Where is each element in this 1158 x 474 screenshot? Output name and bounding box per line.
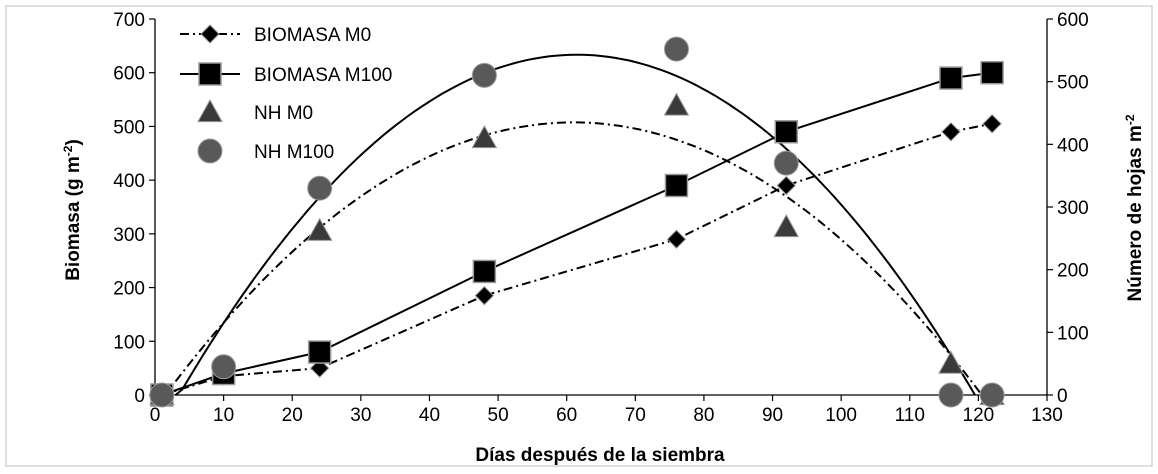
data-point <box>773 150 799 176</box>
legend-marker <box>198 62 222 86</box>
data-point <box>306 217 333 241</box>
y-tick-label: 400 <box>113 171 145 192</box>
legend-marker <box>197 138 223 164</box>
y2-tick-label: 500 <box>1057 73 1089 94</box>
legend: BIOMASA M0 BIOMASA M100 NH M0 NH M100 <box>180 24 392 164</box>
data-point <box>938 350 964 374</box>
data-point <box>666 229 687 249</box>
x-tick-label: 70 <box>625 405 646 426</box>
x-tick-label: 30 <box>350 405 371 426</box>
y2-axis-title-sup: -2 <box>1123 114 1137 125</box>
axes <box>149 18 1053 401</box>
y2-tick-label: 0 <box>1057 386 1068 407</box>
data-point <box>472 259 497 284</box>
series-line <box>161 71 993 396</box>
y-tick-label: 100 <box>113 332 145 353</box>
y-tick-label: 300 <box>113 225 145 246</box>
y-axis-title-main: Biomasa (g m <box>63 156 84 281</box>
y-tick-label: 200 <box>113 279 145 300</box>
legend-label: BIOMASA M100 <box>254 65 392 86</box>
y-axis-title-sup: -2 <box>61 145 75 156</box>
x-tick-label: 10 <box>213 405 234 426</box>
y2-tick-label: 600 <box>1057 10 1089 31</box>
legend-label: BIOMASA M0 <box>254 25 371 46</box>
data-point <box>980 60 1004 85</box>
y2-tick-label: 200 <box>1057 261 1089 282</box>
y-tick-label: 700 <box>113 10 145 31</box>
x-tick-label: 90 <box>762 405 783 426</box>
data-point <box>941 122 961 142</box>
x-tick-label: 100 <box>825 405 857 426</box>
y-axis-title-end: ) <box>63 139 84 145</box>
data-point <box>471 125 498 149</box>
y-tick-label: 600 <box>113 64 145 85</box>
data-point <box>663 36 689 62</box>
x-tick-label: 0 <box>150 405 161 426</box>
tick-labels: 0 10 20 30 40 50 60 70 80 90 100 110 120 130010020030… <box>113 10 1088 426</box>
y2-axis-title-main: Número de hojas m <box>1125 125 1146 301</box>
data-point <box>664 173 689 198</box>
x-axis-title: Días después de la siembra <box>475 445 725 466</box>
data-point <box>939 66 963 90</box>
data-point <box>774 120 799 144</box>
data-point <box>474 285 495 306</box>
x-tick-label: 80 <box>693 405 714 426</box>
data-point <box>982 114 1002 134</box>
x-tick-label: 50 <box>488 405 509 426</box>
data-point <box>979 382 1005 408</box>
y2-tick-label: 100 <box>1057 323 1089 344</box>
data-point <box>211 354 237 380</box>
y-axis-title: Biomasa (g m-2) <box>61 139 84 281</box>
y2-tick-label: 300 <box>1057 198 1089 219</box>
x-tick-label: 60 <box>556 405 577 426</box>
y2-axis-title: Número de hojas m-2 <box>1123 114 1146 301</box>
y-tick-label: 0 <box>134 386 145 407</box>
legend-marker <box>197 98 223 123</box>
x-tick-label: 20 <box>282 405 303 426</box>
y-tick-label: 500 <box>113 117 145 138</box>
data-point <box>663 92 690 116</box>
data-point <box>307 175 333 201</box>
data-point <box>307 340 332 364</box>
data-point <box>776 175 796 196</box>
legend-label: NH M100 <box>254 142 334 163</box>
series-line <box>161 122 993 396</box>
plot-area <box>149 36 1005 408</box>
data-point <box>149 382 175 408</box>
data-point <box>938 382 964 408</box>
trendline <box>174 53 976 396</box>
data-point <box>773 214 800 238</box>
x-tick-label: 130 <box>1031 405 1063 426</box>
legend-label: NH M0 <box>254 103 313 124</box>
legend-marker <box>200 24 220 44</box>
y2-tick-label: 400 <box>1057 135 1089 156</box>
x-tick-label: 120 <box>963 405 995 426</box>
x-tick-label: 40 <box>419 405 440 426</box>
x-tick-label: 110 <box>895 405 925 426</box>
data-point <box>471 62 497 88</box>
